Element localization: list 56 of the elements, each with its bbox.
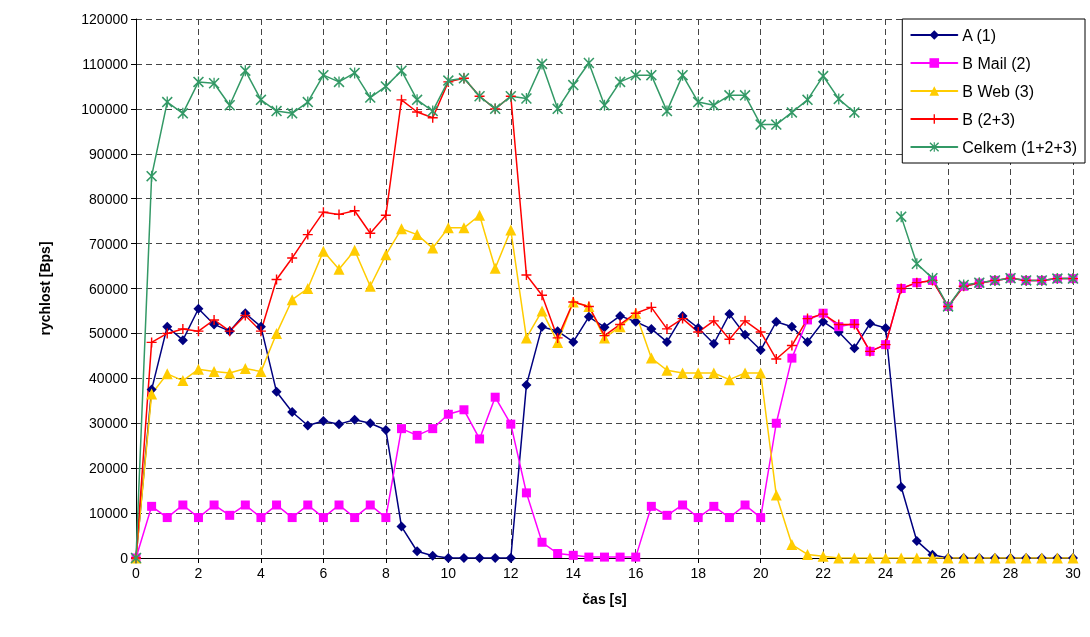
x-tick-label: 14 — [565, 565, 582, 581]
point — [723, 89, 735, 101]
point — [536, 58, 548, 70]
x-tick-label: 26 — [940, 565, 957, 581]
point — [333, 76, 345, 88]
legend-label: B (2+3) — [962, 110, 1016, 128]
x-tick-label: 22 — [815, 565, 832, 581]
y-tick-label: 100000 — [81, 100, 129, 117]
point — [224, 99, 236, 111]
x-tick-label: 30 — [1065, 565, 1081, 581]
y-tick-label: 40000 — [89, 370, 129, 387]
y-tick-label: 70000 — [89, 235, 129, 252]
point — [177, 107, 189, 119]
x-tick-label: 18 — [690, 565, 707, 581]
y-tick-label: 80000 — [89, 190, 129, 207]
y-tick-label: 90000 — [89, 145, 129, 162]
x-tick-label: 8 — [381, 565, 390, 581]
legend-label: Celkem (1+2+3) — [962, 138, 1077, 156]
point — [708, 99, 720, 111]
y-tick-label: 50000 — [89, 325, 129, 342]
y-tick-label: 60000 — [89, 280, 129, 297]
point — [411, 94, 423, 106]
point — [520, 93, 532, 104]
point — [614, 76, 626, 88]
y-axis-title: rychlost [Bps] — [37, 241, 53, 336]
x-tick-label: 16 — [627, 565, 644, 581]
x-tick-label: 28 — [1002, 565, 1019, 581]
x-tick-label: 0 — [132, 565, 141, 581]
point — [208, 77, 220, 89]
x-tick-label: 6 — [319, 565, 328, 581]
point — [255, 94, 267, 106]
x-tick-label: 2 — [194, 565, 203, 581]
point — [661, 105, 673, 117]
point — [817, 70, 829, 82]
legend-label: A (1) — [962, 26, 997, 44]
y-tick-label: 120000 — [81, 11, 129, 27]
legend-label: B Mail (2) — [962, 54, 1031, 72]
x-axis-title: čas [s] — [582, 591, 627, 607]
point — [848, 106, 860, 118]
point — [739, 89, 751, 101]
point — [786, 106, 798, 118]
x-tick-label: 4 — [257, 565, 266, 581]
point — [583, 57, 595, 69]
x-tick-label: 24 — [877, 565, 894, 581]
y-tick-label: 20000 — [89, 460, 129, 477]
point — [380, 80, 392, 92]
point — [239, 65, 251, 77]
x-tick-label: 12 — [503, 565, 519, 581]
legend-label: B Web (3) — [962, 82, 1035, 100]
y-tick-label: 110000 — [82, 55, 129, 72]
y-tick-label: 0 — [120, 550, 129, 566]
x-tick-label: 20 — [752, 565, 769, 581]
y-tick-label: 30000 — [89, 415, 129, 432]
point — [911, 258, 923, 270]
x-tick-label: 10 — [440, 565, 457, 581]
y-tick-label: 10000 — [89, 505, 129, 522]
